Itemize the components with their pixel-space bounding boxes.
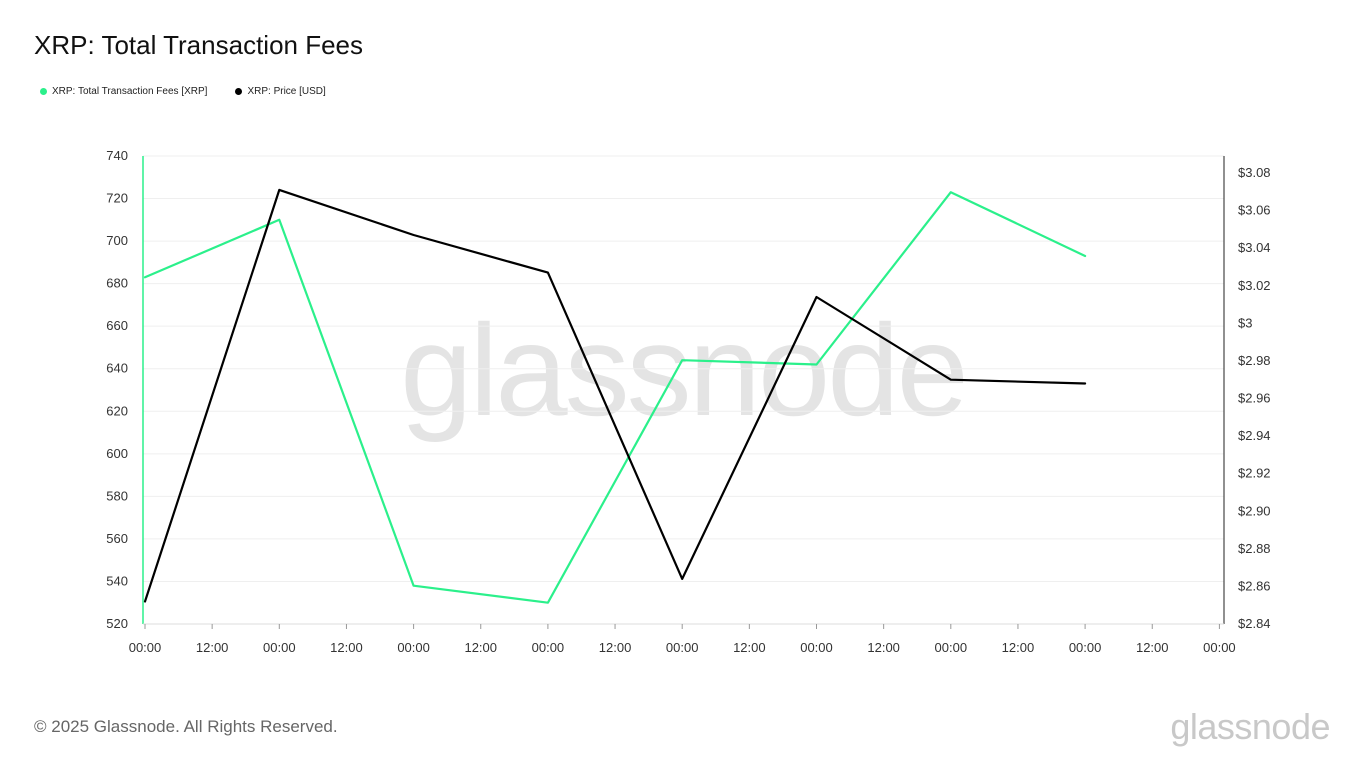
y-right-tick-label: $2.88: [1238, 541, 1271, 556]
y-right-tick-label: $3.06: [1238, 203, 1271, 218]
x-tick-label: 00:00: [800, 640, 833, 655]
y-right-tick-label: $2.92: [1238, 466, 1271, 481]
x-tick-label: 00:00: [666, 640, 699, 655]
chart-title: XRP: Total Transaction Fees: [34, 30, 364, 60]
x-tick-label: 12:00: [464, 640, 497, 655]
x-tick-label: 00:00: [397, 640, 430, 655]
x-tick-label: 12:00: [867, 640, 900, 655]
x-tick-label: 00:00: [1203, 640, 1236, 655]
y-left-tick-label: 580: [106, 488, 128, 503]
x-tick-label: 00:00: [935, 640, 968, 655]
y-right-tick-label: $2.86: [1238, 578, 1271, 593]
y-left-tick-label: 740: [106, 148, 128, 163]
x-tick-label: 00:00: [129, 640, 162, 655]
brand-logo: glassnode: [1170, 706, 1330, 747]
legend-dot-fees: [40, 88, 47, 95]
legend: XRP: Total Transaction Fees [XRP] XRP: P…: [40, 86, 326, 97]
y-right-tick-label: $2.96: [1238, 391, 1271, 406]
y-left-tick-label: 560: [106, 531, 128, 546]
y-right-tick-label: $2.84: [1238, 616, 1271, 631]
legend-item-price[interactable]: XRP: Price [USD]: [235, 86, 326, 97]
x-tick-label: 12:00: [330, 640, 363, 655]
legend-label-fees: XRP: Total Transaction Fees [XRP]: [52, 86, 208, 97]
y-left-tick-label: 700: [106, 233, 128, 248]
y-right-tick-label: $2.90: [1238, 503, 1271, 518]
y-right-tick-label: $3.04: [1238, 240, 1271, 255]
y-left-tick-label: 640: [106, 361, 128, 376]
x-tick-label: 12:00: [196, 640, 229, 655]
y-right-tick-label: $3.08: [1238, 165, 1271, 180]
watermark-text: glassnode: [400, 297, 966, 443]
y-right-tick-label: $3: [1238, 315, 1252, 330]
price-series-line: [143, 188, 1087, 603]
x-tick-label: 00:00: [532, 640, 565, 655]
x-tick-label: 12:00: [599, 640, 632, 655]
legend-dot-price: [235, 88, 243, 95]
y-left-tick-label: 660: [106, 318, 128, 333]
legend-label-price: XRP: Price [USD]: [247, 86, 326, 97]
y-left-tick-label: 540: [106, 573, 128, 588]
y-right-tick-label: $3.02: [1238, 278, 1271, 293]
y-right-tick-label: $2.94: [1238, 428, 1271, 443]
x-tick-label: 00:00: [1069, 640, 1102, 655]
x-tick-label: 12:00: [1002, 640, 1035, 655]
y-right-tick-label: $2.98: [1238, 353, 1271, 368]
y-left-tick-label: 680: [106, 276, 128, 291]
y-left-tick-label: 520: [106, 616, 128, 631]
copyright-text: © 2025 Glassnode. All Rights Reserved.: [34, 717, 338, 736]
y-left-tick-label: 600: [106, 446, 128, 461]
y-left-tick-label: 620: [106, 403, 128, 418]
y-left-tick-label: 720: [106, 191, 128, 206]
fees-series-line: [143, 191, 1087, 604]
x-tick-label: 12:00: [1136, 640, 1169, 655]
x-tick-label: 00:00: [263, 640, 296, 655]
legend-item-fees[interactable]: XRP: Total Transaction Fees [XRP]: [40, 86, 207, 97]
x-tick-label: 12:00: [733, 640, 766, 655]
